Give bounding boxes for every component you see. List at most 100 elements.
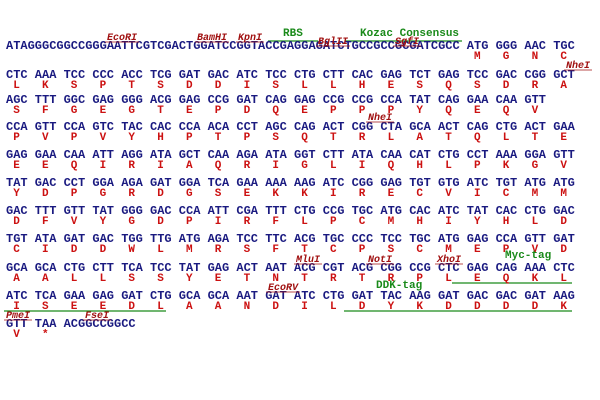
- feature-lines: [4, 40, 572, 312]
- codon: TGT: [496, 176, 518, 190]
- amino-acid: T: [244, 273, 251, 285]
- amino-acid: P: [503, 244, 510, 256]
- codon: GCA: [208, 289, 230, 303]
- amino-acid: H: [359, 80, 366, 92]
- codon: TGG: [121, 232, 143, 246]
- codon: GAT: [524, 289, 546, 303]
- codon: GTG: [438, 176, 460, 190]
- codon: ACG: [150, 93, 172, 107]
- codon: GCA: [179, 289, 201, 303]
- amino-acid: F: [272, 216, 279, 228]
- codon: TGT: [6, 232, 28, 246]
- amino-acid: E: [100, 301, 107, 313]
- codon: CAC: [352, 68, 374, 82]
- amino-acid: D: [445, 301, 452, 313]
- codon: CGG: [524, 68, 546, 82]
- amino-acid: V: [560, 160, 567, 172]
- amino-acid: *: [42, 329, 49, 341]
- codon: ACA: [208, 120, 230, 134]
- codon: CTG: [323, 289, 345, 303]
- codon: ATC: [6, 289, 28, 303]
- amino-acid: E: [71, 301, 78, 313]
- codon: TCC: [150, 261, 172, 275]
- codon: GAA: [64, 289, 86, 303]
- codon: CTC: [438, 261, 460, 275]
- amino-acid: E: [244, 188, 251, 200]
- amino-acid: T: [301, 244, 308, 256]
- codon: CGT: [323, 261, 345, 275]
- codon: CAG: [265, 93, 287, 107]
- codon: AAT: [265, 261, 287, 275]
- codon: TCT: [409, 68, 431, 82]
- codon: GTT: [524, 93, 546, 107]
- amino-acid: V: [532, 105, 539, 117]
- amino-acid: H: [503, 216, 510, 228]
- codon: CTT: [92, 261, 114, 275]
- codon: CAC: [409, 204, 431, 218]
- codon: TCG: [150, 68, 172, 82]
- amino-acid: L: [330, 160, 337, 172]
- amino-acid: C: [416, 188, 423, 200]
- amino-acid: M: [532, 188, 539, 200]
- codon: TGC: [352, 204, 374, 218]
- amino-acid: T: [445, 132, 452, 144]
- amino-acid: D: [13, 216, 20, 228]
- amino-acid: I: [272, 160, 279, 172]
- amino-acid: Y: [416, 105, 423, 117]
- codon: ATC: [438, 204, 460, 218]
- codon: TGC: [323, 232, 345, 246]
- amino-acid: P: [71, 132, 78, 144]
- codon: ACT: [236, 261, 258, 275]
- amino-acid: H: [157, 132, 164, 144]
- amino-acid: D: [359, 301, 366, 313]
- codon: GAT: [236, 93, 258, 107]
- codon: ATA: [265, 148, 287, 162]
- codon: GGA: [179, 176, 201, 190]
- codon: CCA: [179, 204, 201, 218]
- codon: TAC: [380, 289, 402, 303]
- codon: GAC: [6, 204, 28, 218]
- codon: CTG: [524, 204, 546, 218]
- codon: CTC: [6, 68, 28, 82]
- amino-acid: I: [100, 160, 107, 172]
- amino-acid: R: [359, 132, 366, 144]
- codon: TAC: [121, 120, 143, 134]
- enzyme-label: NheI: [368, 112, 392, 124]
- amino-acid: V: [13, 329, 20, 341]
- amino-acid: S: [388, 244, 395, 256]
- codon: GAG: [92, 289, 114, 303]
- amino-acid: S: [215, 188, 222, 200]
- codon: TCC: [64, 68, 86, 82]
- codon: ATG: [380, 204, 402, 218]
- amino-acid: R: [244, 160, 251, 172]
- dna-prefix: ATAGGGCGGCCGGGAATTCGTCGACTGGATCCGGTACCGA…: [6, 39, 460, 53]
- amino-acid: A: [186, 160, 193, 172]
- codon: GGA: [524, 148, 546, 162]
- codon: CGG: [352, 120, 374, 134]
- codon: ATA: [352, 148, 374, 162]
- amino-acid: K: [503, 160, 510, 172]
- amino-acid: T: [359, 273, 366, 285]
- amino-acid: W: [128, 244, 135, 256]
- codon: GTC: [92, 120, 114, 134]
- codon: CCG: [323, 204, 345, 218]
- codon: GAG: [179, 93, 201, 107]
- amino-acid: E: [42, 160, 49, 172]
- amino-acid: I: [445, 216, 452, 228]
- amino-acid: R: [244, 216, 251, 228]
- codon: CTG: [150, 289, 172, 303]
- codon: GGC: [64, 93, 86, 107]
- codon: AAG: [294, 176, 316, 190]
- amino-acid: K: [301, 188, 308, 200]
- amino-acid: R: [388, 273, 395, 285]
- amino-acid: K: [532, 273, 539, 285]
- amino-acid: H: [416, 160, 423, 172]
- codon: CCC: [352, 232, 374, 246]
- codon: TGT: [409, 176, 431, 190]
- amino-acid: F: [272, 244, 279, 256]
- amino-acid: P: [13, 132, 20, 144]
- codon: AAG: [409, 289, 431, 303]
- codon: GAG: [6, 148, 28, 162]
- codon: AGG: [121, 148, 143, 162]
- amino-acid: T: [128, 80, 135, 92]
